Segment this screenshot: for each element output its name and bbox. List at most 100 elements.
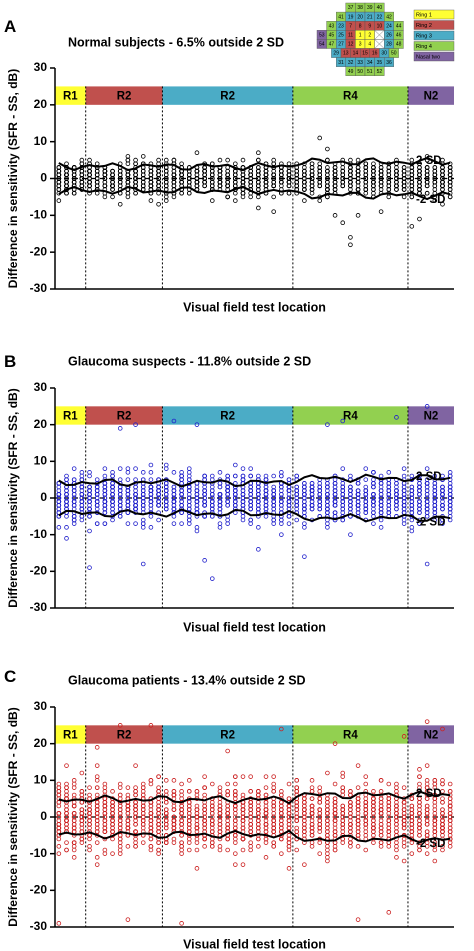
data-point (317, 179, 323, 185)
data-point (171, 836, 177, 842)
data-point (179, 792, 184, 798)
data-point (110, 492, 115, 497)
data-point (148, 462, 154, 468)
data-point (371, 190, 376, 196)
data-point (294, 179, 300, 185)
data-point (286, 503, 292, 508)
data-point (209, 492, 215, 497)
data-point (417, 216, 422, 222)
data-point (94, 521, 100, 526)
data-point (371, 481, 376, 486)
data-point (171, 825, 177, 831)
data-point (79, 492, 85, 497)
data-point (179, 510, 184, 515)
data-point (332, 510, 338, 515)
data-point (71, 792, 77, 798)
data-point (102, 172, 108, 178)
data-point (233, 503, 238, 508)
data-point (79, 517, 85, 523)
data-point (332, 517, 338, 523)
data-point (378, 488, 384, 493)
data-point (256, 506, 261, 512)
data-point (71, 781, 77, 787)
data-point (194, 150, 200, 156)
data-point (371, 183, 376, 189)
data-point (133, 190, 138, 196)
data-point (117, 514, 123, 519)
data-point (424, 168, 430, 174)
data-point (133, 521, 138, 526)
data-point (56, 172, 62, 178)
data-point (194, 506, 200, 512)
data-point (179, 470, 184, 475)
data-point (125, 844, 131, 849)
data-point (194, 168, 200, 174)
data-point (355, 506, 361, 512)
data-point (56, 168, 62, 174)
data-point (317, 492, 323, 497)
data-point (171, 157, 177, 163)
data-point (163, 814, 169, 820)
data-point (202, 179, 207, 185)
data-point (386, 506, 392, 512)
data-point (117, 840, 123, 845)
data-point (94, 778, 100, 783)
y-tick-label: 20 (34, 97, 48, 111)
data-point (156, 800, 161, 805)
data-point (332, 492, 338, 497)
data-point (117, 833, 123, 838)
data-point (233, 198, 238, 203)
data-point (401, 179, 407, 185)
data-point (163, 172, 169, 178)
data-point (401, 488, 407, 493)
data-point (401, 503, 407, 508)
data-point (202, 165, 207, 170)
data-point (148, 179, 154, 185)
data-point (56, 525, 62, 530)
data-point (64, 488, 69, 493)
data-point (209, 488, 215, 493)
data-point (363, 506, 369, 512)
data-point (309, 165, 315, 170)
data-point (248, 183, 253, 189)
data-point (186, 499, 192, 504)
data-point (225, 484, 230, 490)
data-point (79, 840, 85, 845)
data-point (256, 183, 261, 189)
data-point (133, 168, 138, 174)
data-point (171, 179, 177, 185)
data-point (156, 503, 161, 508)
data-point (71, 818, 77, 823)
data-point (386, 484, 392, 490)
data-point (233, 172, 238, 178)
data-point (64, 477, 69, 482)
data-point (194, 179, 200, 185)
data-point (140, 521, 146, 526)
region-bar (85, 406, 163, 425)
data-point (386, 194, 392, 200)
data-point (140, 488, 146, 493)
data-point (140, 495, 146, 501)
data-point (225, 168, 230, 174)
data-point (248, 176, 253, 181)
data-point (401, 492, 407, 497)
data-point (217, 183, 223, 189)
data-point (156, 499, 161, 504)
data-point (110, 183, 115, 189)
data-point (263, 506, 269, 512)
data-point (102, 521, 108, 526)
data-point (71, 829, 77, 834)
data-point (148, 499, 154, 504)
data-point (317, 161, 323, 167)
data-point (140, 517, 146, 523)
data-point (294, 473, 300, 479)
data-point (125, 803, 131, 809)
data-point (194, 422, 200, 427)
data-point (102, 785, 108, 790)
data-point (186, 847, 192, 853)
data-point (133, 179, 138, 185)
region-bar (55, 406, 86, 425)
data-point (140, 822, 146, 827)
data-point (378, 510, 384, 515)
